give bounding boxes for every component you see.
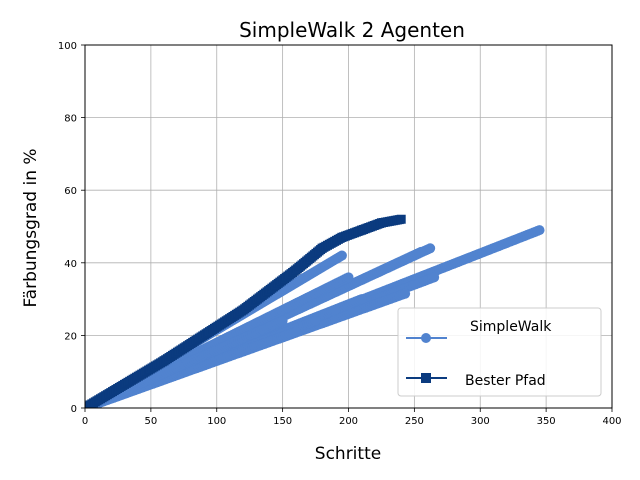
point-bester-pfad: [396, 214, 406, 224]
legend-marker-simplewalk: [421, 333, 431, 343]
x-tick-label: 350: [537, 416, 556, 427]
legend-box: [397, 307, 602, 397]
point-simplewalk: [415, 246, 426, 257]
legend-label-simplewalk: SimpleWalk: [470, 319, 552, 335]
x-tick-label: 250: [405, 416, 424, 427]
chart-title: SimpleWalk 2 Agenten: [239, 18, 465, 42]
y-tick-label: 20: [64, 331, 77, 342]
x-tick-label: 150: [273, 416, 292, 427]
y-axis-label: Färbungsgrad in %: [21, 148, 41, 307]
point-simplewalk: [534, 225, 545, 236]
y-tick-label: 40: [64, 259, 77, 270]
point-simplewalk: [400, 288, 411, 299]
point-simplewalk: [336, 250, 347, 261]
point-simplewalk: [290, 326, 301, 337]
point-simplewalk: [425, 243, 436, 254]
point-simplewalk: [330, 304, 341, 315]
y-tick-label: 100: [58, 41, 77, 52]
x-tick-label: 200: [339, 416, 358, 427]
point-simplewalk: [277, 315, 288, 326]
x-tick-label: 50: [145, 416, 158, 427]
y-tick-label: 80: [64, 114, 77, 125]
legend-label-bester-pfad: Bester Pfad: [465, 373, 546, 389]
y-tick-label: 60: [64, 186, 77, 197]
x-tick-label: 0: [82, 416, 88, 427]
y-tick-label: 0: [71, 404, 77, 415]
x-tick-label: 400: [602, 416, 621, 427]
point-simplewalk: [356, 294, 367, 305]
x-tick-label: 100: [207, 416, 226, 427]
x-tick-label: 300: [471, 416, 490, 427]
legend: SimpleWalk Bester Pfad: [397, 307, 602, 397]
legend-marker-bester-pfad: [421, 373, 431, 383]
plot-area: [85, 214, 545, 408]
ticks: 0 50 100 150 200 250 300 350 400 0 20 40 60 80 100: [58, 41, 622, 427]
point-simplewalk: [429, 272, 440, 283]
x-axis-label: Schritte: [315, 444, 381, 464]
point-simplewalk: [310, 315, 321, 326]
point-simplewalk: [343, 272, 354, 283]
